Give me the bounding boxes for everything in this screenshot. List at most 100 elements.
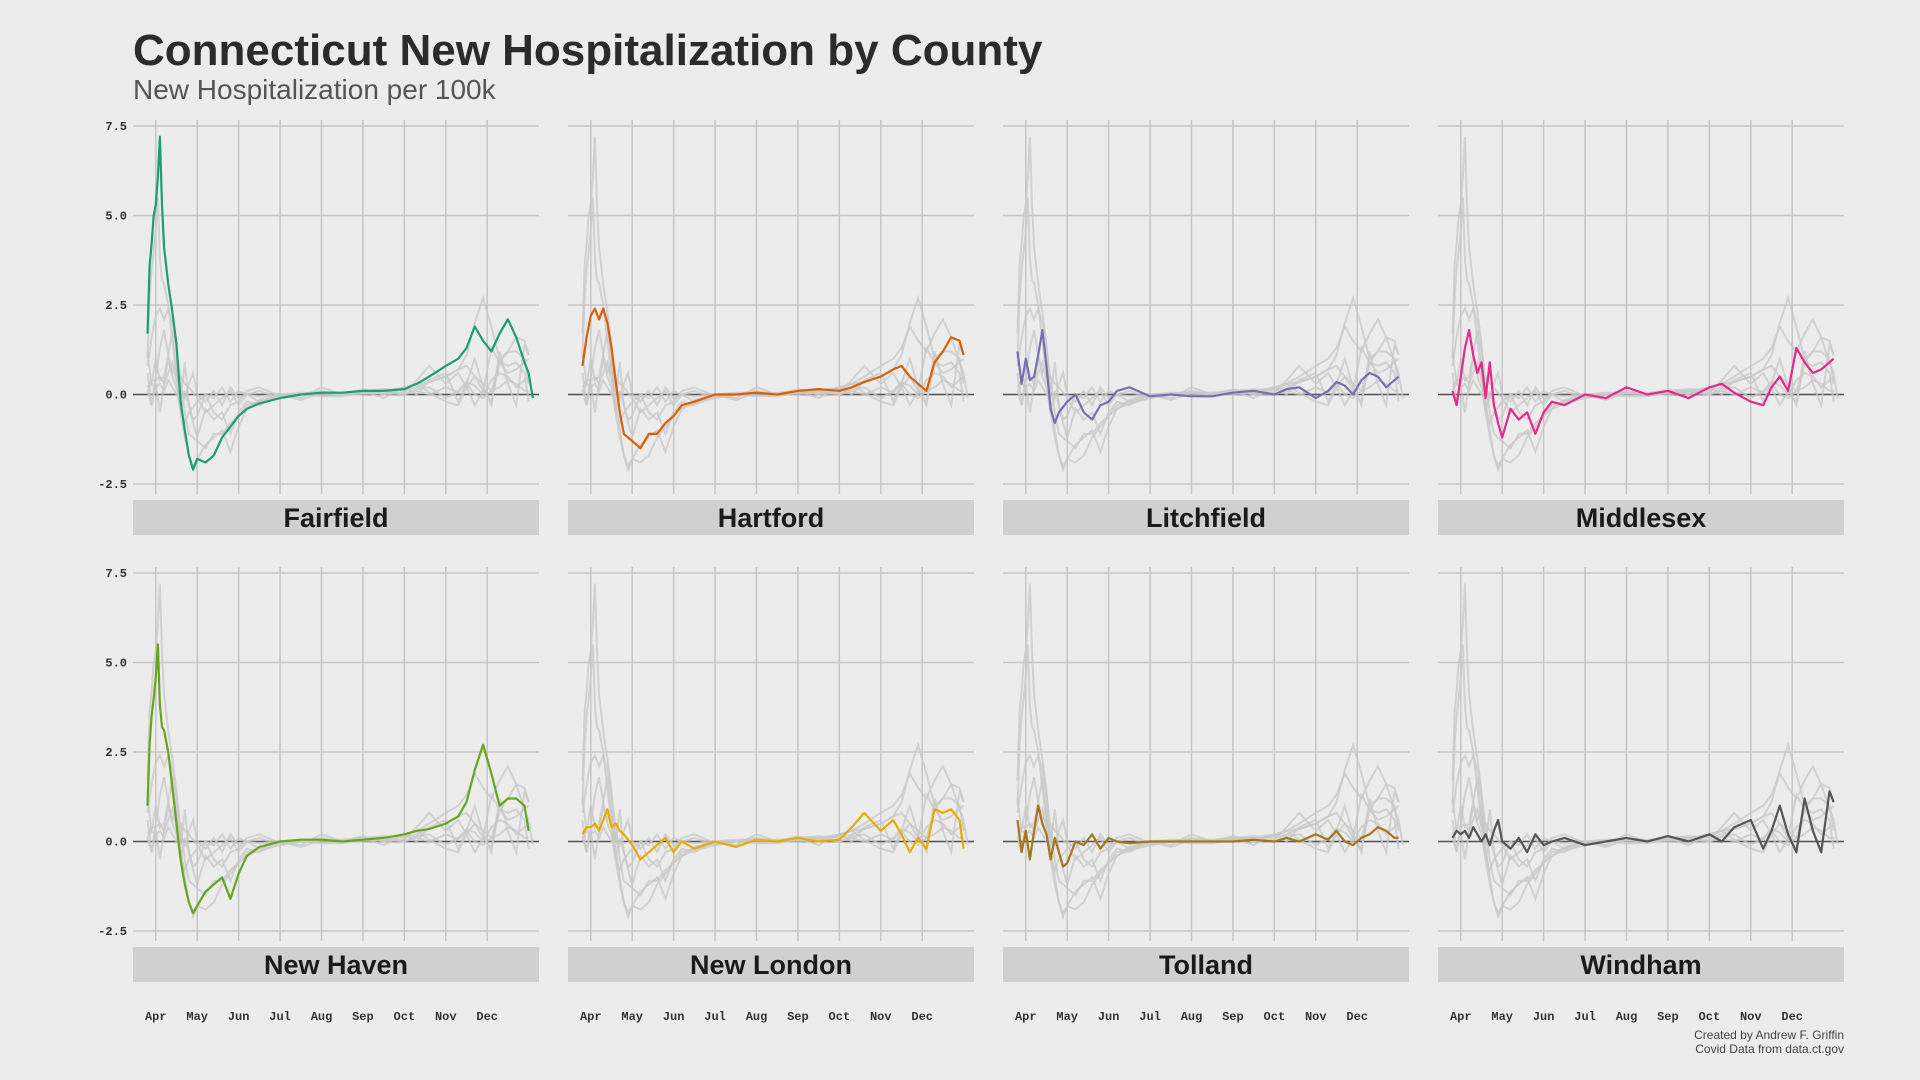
background-series-line [1016,344,1400,410]
y-tick-label: 5.0 [105,657,127,671]
caption-author: Created by Andrew F. Griffin [1694,1028,1844,1042]
x-tick-label: Aug [1616,1010,1638,1024]
x-tick-label: Nov [870,1010,892,1024]
chart-caption: Created by Andrew F. Griffin Covid Data … [1694,1028,1844,1056]
facet-strip [568,947,974,982]
x-tick-label: Nov [1740,1010,1762,1024]
facet-strip [1003,947,1409,982]
series-line-tolland [1016,804,1399,868]
x-tick-label: Oct [1264,1010,1286,1024]
x-tick-label: Aug [311,1010,333,1024]
y-tick-label: -2.5 [98,925,127,939]
series-line-windham [1451,790,1835,854]
facet-strip [1438,947,1844,982]
x-tick-label: Jul [1574,1010,1596,1024]
caption-source: Covid Data from data.ct.gov [1695,1042,1844,1056]
background-series-line [1016,136,1404,473]
x-tick-label: Jun [663,1010,685,1024]
x-tick-label: Sep [787,1010,809,1024]
background-series-line [1016,583,1404,920]
background-series-line [146,305,530,450]
y-tick-label: 2.5 [105,299,127,313]
facet-strip [1438,500,1844,535]
background-series-line [1451,329,1835,427]
y-tick-label: 7.5 [105,120,127,134]
x-tick-label: Dec [911,1010,933,1024]
background-series-line [1451,344,1835,410]
background-series-line [1016,305,1400,450]
background-series-line [146,583,534,920]
x-tick-label: Aug [746,1010,768,1024]
facet-strip [133,947,539,982]
facet-strip [133,500,539,535]
facet-label: Windham [1580,950,1701,980]
background-series-line [581,136,969,473]
background-series-line [581,197,965,469]
y-tick-label: 0.0 [105,836,127,850]
x-tick-label: Oct [394,1010,416,1024]
background-series-line [581,776,965,874]
x-tick-label: Sep [352,1010,374,1024]
background-series-line [1451,644,1835,916]
x-tick-label: May [621,1010,643,1024]
background-series-line [146,791,530,857]
x-tick-label: Apr [580,1010,602,1024]
chart-title: Connecticut New Hospitalization by Count… [133,26,1043,75]
series-line-hartford [581,307,965,450]
y-tick-label: 5.0 [105,210,127,224]
facet-label: Hartford [718,503,825,533]
y-tick-label: -2.5 [98,478,127,492]
x-tick-label: Apr [1015,1010,1037,1024]
background-series-line [581,583,969,920]
background-series-line [1451,776,1835,874]
x-tick-label: Nov [435,1010,457,1024]
x-tick-label: Jun [1533,1010,1555,1024]
x-tick-label: May [186,1010,208,1024]
x-tick-label: Oct [829,1010,851,1024]
background-series-line [581,329,965,427]
facet-label: Fairfield [283,503,388,533]
facet-label: Litchfield [1146,503,1266,533]
series-line-fairfield [146,135,534,471]
background-series-line [146,329,530,427]
background-series-line [1016,776,1400,874]
background-series-line [146,752,530,897]
x-tick-label: Dec [476,1010,498,1024]
x-tick-label: Apr [1450,1010,1472,1024]
facet-strip [1003,500,1409,535]
x-tick-label: Jul [269,1010,291,1024]
x-tick-label: Sep [1222,1010,1244,1024]
x-tick-label: Dec [1781,1010,1803,1024]
background-series-line [581,752,965,897]
background-series-line [1016,752,1400,897]
background-series-line [1451,136,1839,473]
background-series-line [1451,583,1839,920]
series-line-new-haven [146,643,530,915]
x-tick-label: Apr [145,1010,167,1024]
background-series-line [581,344,965,410]
background-series-line [1451,305,1835,450]
x-tick-label: Dec [1346,1010,1368,1024]
facet-label: New London [690,950,852,980]
facet-strip [568,500,974,535]
background-series-line [1451,197,1835,469]
x-tick-label: May [1491,1010,1513,1024]
facet-label: Tolland [1159,950,1253,980]
background-series-line [581,644,965,916]
x-tick-label: Sep [1657,1010,1679,1024]
y-tick-label: 2.5 [105,746,127,760]
y-tick-label: 7.5 [105,567,127,581]
background-series-line [1451,752,1835,897]
x-tick-label: Jul [1139,1010,1161,1024]
x-tick-label: Jun [228,1010,250,1024]
x-tick-label: May [1056,1010,1078,1024]
background-series-line [581,791,965,857]
series-line-new-london [581,808,965,861]
x-tick-label: Jun [1098,1010,1120,1024]
x-tick-label: Jul [704,1010,726,1024]
series-line-middlesex [1451,329,1835,439]
x-tick-label: Nov [1305,1010,1327,1024]
background-series-line [146,344,530,410]
background-series-line [1016,197,1400,469]
